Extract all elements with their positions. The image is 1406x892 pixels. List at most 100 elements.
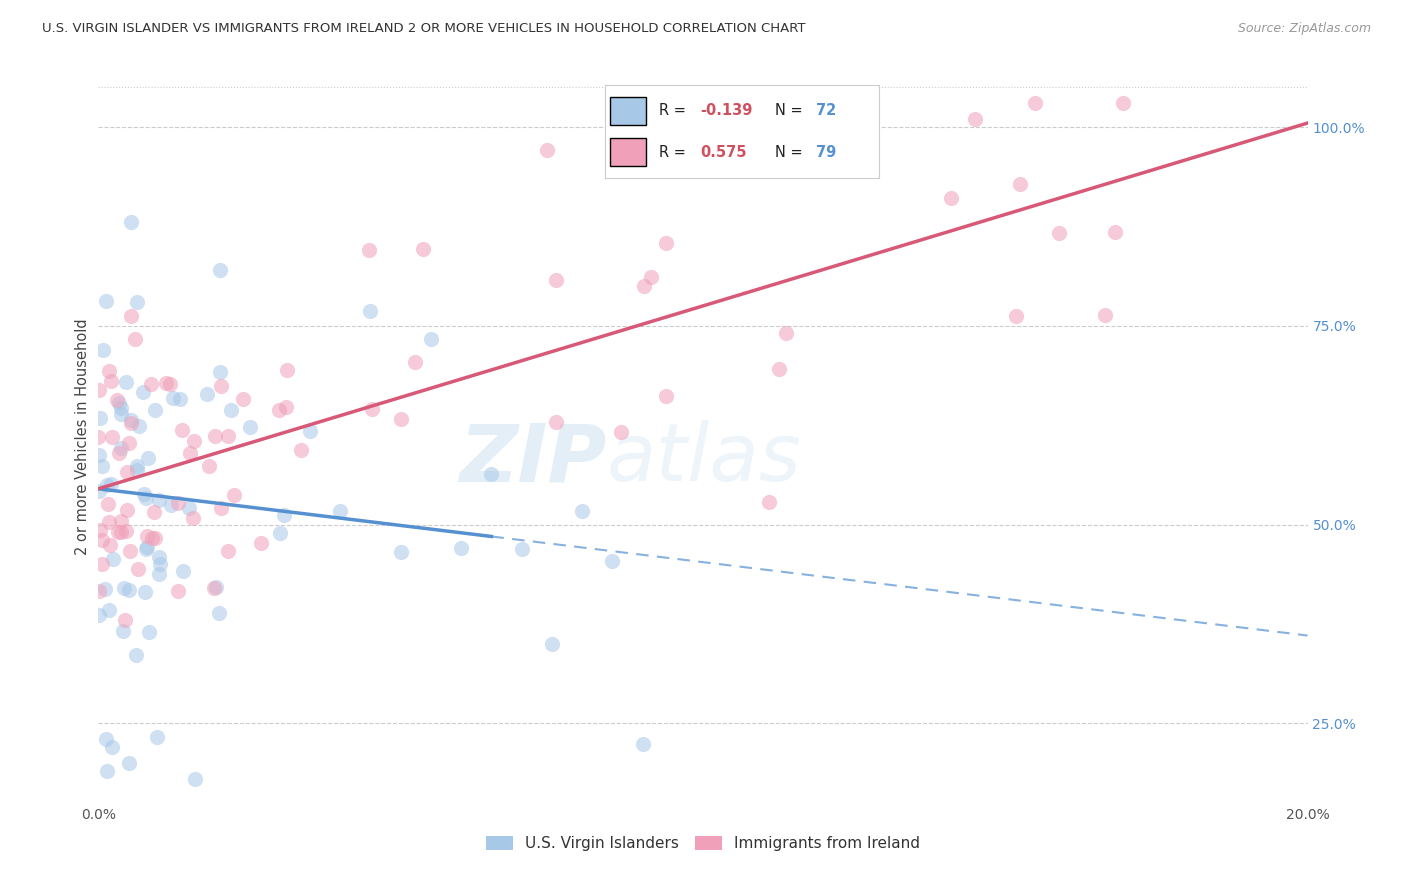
Point xyxy=(1111,96,1133,111)
Point xyxy=(91,459,114,474)
Point xyxy=(1004,309,1026,323)
Point xyxy=(120,412,142,426)
Point xyxy=(87,448,110,462)
Point xyxy=(148,550,170,565)
Point xyxy=(105,393,128,408)
Point xyxy=(135,540,157,554)
Point xyxy=(89,583,111,598)
Point xyxy=(183,772,205,786)
Point xyxy=(389,545,412,559)
Text: ZIP: ZIP xyxy=(458,420,606,498)
Point xyxy=(204,429,226,443)
Point xyxy=(273,508,295,523)
FancyBboxPatch shape xyxy=(610,97,645,125)
Point xyxy=(169,392,191,407)
Text: atlas: atlas xyxy=(606,420,801,498)
Point xyxy=(111,624,134,638)
Point xyxy=(602,554,624,568)
Point xyxy=(654,389,676,403)
Point xyxy=(209,378,232,392)
Point xyxy=(758,495,780,509)
Point xyxy=(276,363,298,377)
Text: 79: 79 xyxy=(815,145,837,160)
Text: 72: 72 xyxy=(815,103,837,119)
Point xyxy=(217,429,239,443)
Point xyxy=(179,500,201,515)
Point xyxy=(361,401,384,416)
Point xyxy=(114,613,136,627)
Point xyxy=(1094,308,1116,322)
Point xyxy=(204,581,226,595)
Legend: U.S. Virgin Islanders, Immigrants from Ireland: U.S. Virgin Islanders, Immigrants from I… xyxy=(479,830,927,857)
Point xyxy=(631,737,654,751)
Point xyxy=(290,442,312,457)
Point xyxy=(118,436,141,450)
Point xyxy=(120,544,142,558)
Point xyxy=(94,732,117,747)
Point xyxy=(965,112,987,126)
Point xyxy=(655,235,678,250)
Point xyxy=(544,415,567,429)
Point xyxy=(108,396,131,410)
Point xyxy=(132,384,155,399)
Point xyxy=(118,756,141,770)
Point xyxy=(208,365,231,379)
Point xyxy=(98,603,121,617)
Point xyxy=(97,515,120,529)
Point xyxy=(249,536,271,550)
Text: R =: R = xyxy=(659,103,690,119)
Point xyxy=(128,419,150,434)
Point xyxy=(118,582,141,597)
Point xyxy=(141,532,163,546)
Point xyxy=(101,740,124,755)
Point xyxy=(125,458,148,473)
Point xyxy=(135,491,157,505)
Point xyxy=(120,416,142,430)
Point xyxy=(159,376,181,391)
Point xyxy=(101,430,124,444)
Point xyxy=(640,270,662,285)
Point xyxy=(1008,178,1031,192)
Point xyxy=(127,562,149,576)
Point xyxy=(540,637,562,651)
Point xyxy=(179,446,201,460)
Point xyxy=(610,425,633,439)
Point xyxy=(404,355,426,369)
Point xyxy=(633,279,655,293)
Point xyxy=(114,376,136,390)
Point xyxy=(110,441,132,455)
Point xyxy=(172,424,194,438)
Point xyxy=(108,446,131,460)
Point xyxy=(138,625,160,640)
Point xyxy=(232,392,254,407)
Text: U.S. VIRGIN ISLANDER VS IMMIGRANTS FROM IRELAND 2 OR MORE VEHICLES IN HOUSEHOLD : U.S. VIRGIN ISLANDER VS IMMIGRANTS FROM … xyxy=(42,22,806,36)
Point xyxy=(91,533,114,547)
Point xyxy=(112,581,135,595)
Point xyxy=(239,419,262,434)
Point xyxy=(768,361,790,376)
Text: N =: N = xyxy=(775,103,807,119)
Point xyxy=(94,582,117,596)
Point xyxy=(1104,226,1126,240)
Point xyxy=(115,503,138,517)
Point xyxy=(143,403,166,417)
Point xyxy=(389,412,412,426)
Text: Source: ZipAtlas.com: Source: ZipAtlas.com xyxy=(1237,22,1371,36)
Point xyxy=(217,544,239,558)
Point xyxy=(89,523,111,537)
Point xyxy=(357,244,380,258)
Point xyxy=(139,377,162,392)
Point xyxy=(481,467,503,481)
Point xyxy=(167,584,190,599)
Point xyxy=(941,191,963,205)
Point xyxy=(221,403,243,417)
Point xyxy=(138,451,160,466)
Point xyxy=(125,648,148,663)
Point xyxy=(136,528,159,542)
Point xyxy=(222,488,245,502)
Text: 0.575: 0.575 xyxy=(700,145,747,160)
Point xyxy=(205,580,228,594)
Point xyxy=(120,309,142,323)
Text: N =: N = xyxy=(775,145,807,160)
Point xyxy=(110,407,132,421)
